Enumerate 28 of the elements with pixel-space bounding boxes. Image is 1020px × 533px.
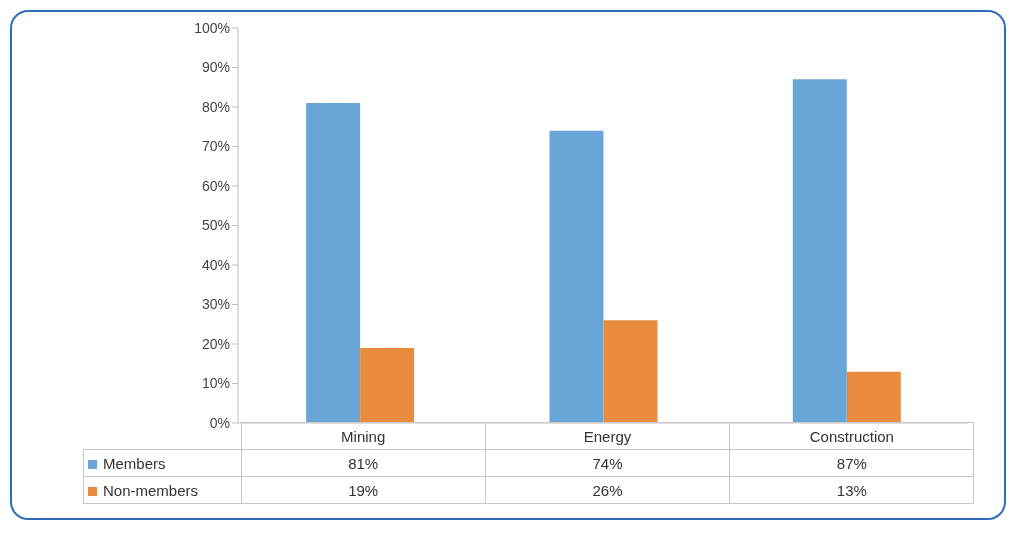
data-label: 26%	[485, 476, 730, 504]
data-label: 13%	[729, 476, 974, 504]
data-label: 81%	[241, 449, 486, 477]
y-tick-label: 10%	[201, 375, 230, 392]
x-tick-label: Mining	[241, 422, 486, 450]
bar	[603, 320, 658, 423]
bar	[306, 103, 361, 423]
y-tick-label: 100%	[194, 19, 230, 36]
bar	[360, 347, 415, 423]
x-tick-label: Construction	[729, 422, 974, 450]
y-tick-label: 0%	[209, 414, 230, 431]
y-tick-label: 60%	[201, 177, 230, 194]
x-tick-label: Energy	[485, 422, 730, 450]
y-tick-label: 30%	[201, 296, 230, 313]
y-tick-label: 20%	[201, 335, 230, 352]
legend-label: Members	[83, 449, 241, 477]
y-tick-label: 90%	[201, 59, 230, 76]
bar	[549, 130, 604, 423]
y-tick-label: 50%	[201, 217, 230, 234]
y-tick-label: 40%	[201, 256, 230, 273]
legend-label: Non-members	[83, 476, 241, 504]
y-tick-label: 80%	[201, 98, 230, 115]
bar	[792, 79, 847, 423]
data-label: 19%	[241, 476, 486, 504]
y-tick-label: 70%	[201, 138, 230, 155]
data-label: 87%	[729, 449, 974, 477]
bar	[846, 371, 901, 423]
data-label: 74%	[485, 449, 730, 477]
